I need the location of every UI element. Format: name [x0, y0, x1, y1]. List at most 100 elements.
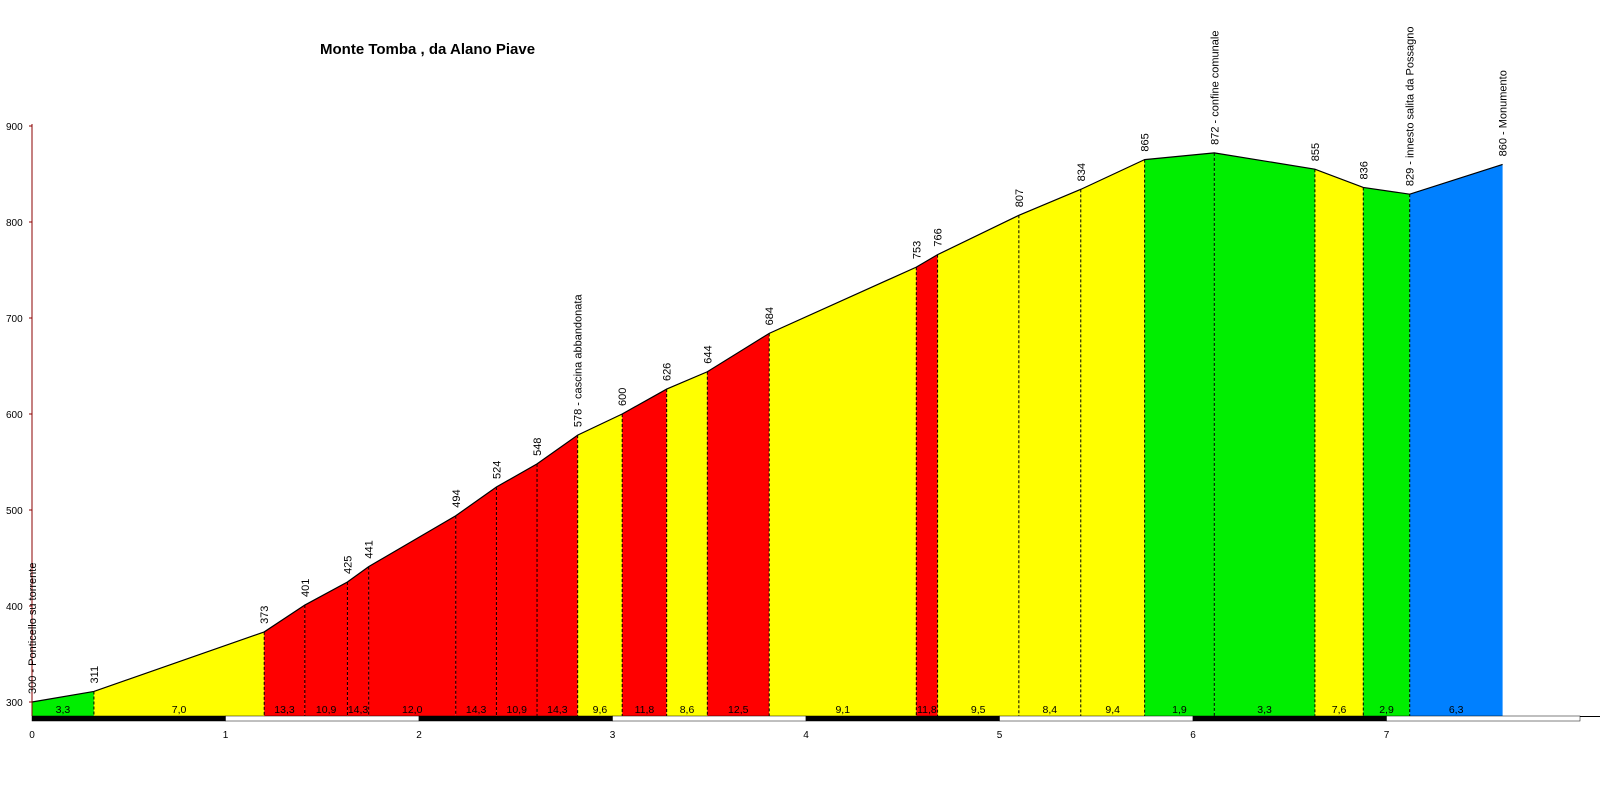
segment-fill [93, 631, 265, 716]
gradient-label: 9,4 [1105, 704, 1120, 716]
y-tick-label: 600 [6, 410, 23, 421]
gradient-label: 11,8 [635, 704, 655, 716]
x-tick-label: 0 [29, 730, 35, 741]
gradient-label: 12,0 [402, 704, 423, 716]
y-axis: 300 400 500 600 700 800 900 [6, 122, 33, 716]
gradient-label: 12,5 [728, 704, 749, 716]
gradient-label: 9,5 [971, 704, 986, 716]
segment-fill [707, 333, 770, 716]
segment-fill [496, 463, 538, 716]
segment-fill [937, 215, 1019, 716]
point-label: 401 [300, 579, 312, 597]
point-label: 865 [1140, 133, 1152, 151]
y-tick-label: 500 [6, 506, 23, 517]
segment-fills [32, 152, 1503, 717]
segment-fill [1018, 189, 1081, 717]
gradient-label: 11,8 [917, 704, 937, 716]
point-label: 855 [1310, 143, 1322, 161]
segment-fill [622, 389, 667, 716]
gradient-label: 8,6 [680, 704, 695, 716]
gradient-label: 8,4 [1043, 704, 1058, 716]
km-bar [418, 715, 613, 722]
gradient-label: 9,6 [593, 704, 608, 716]
point-label: 644 [702, 345, 714, 363]
point-label: 807 [1014, 189, 1026, 207]
segment-fill [1214, 152, 1315, 716]
y-tick-label: 400 [6, 602, 23, 613]
x-tick-label: 3 [610, 730, 616, 741]
point-label: 494 [451, 489, 463, 507]
segment-fill [577, 414, 623, 716]
gradient-label: 10,9 [316, 704, 337, 716]
point-label: 626 [662, 363, 674, 381]
gradient-label: 2,9 [1379, 704, 1394, 716]
gradient-label: 14,3 [466, 704, 487, 716]
chart-title: Monte Tomba , da Alano Piave [320, 41, 535, 58]
point-label: 766 [933, 228, 945, 246]
x-axis: 0 1 2 3 4 5 6 7 [29, 715, 1600, 741]
point-label: 578 - cascina abbandonata [573, 294, 585, 428]
segment-fill [347, 566, 369, 716]
km-bar [31, 715, 226, 722]
km-bar [1192, 715, 1387, 722]
x-tick-label: 5 [997, 730, 1003, 741]
point-label: 834 [1076, 163, 1088, 181]
gradient-label: 3,3 [56, 704, 71, 716]
y-tick-label: 700 [6, 314, 23, 325]
y-tick-label: 300 [6, 698, 23, 709]
segment-fill [264, 605, 305, 716]
segment-dividers [93, 152, 1411, 716]
point-label: 524 [491, 461, 503, 479]
x-tick-label: 7 [1384, 730, 1390, 741]
point-label: 600 [617, 388, 629, 406]
y-tick-label: 800 [6, 218, 23, 229]
km-bar [1386, 715, 1581, 722]
km-bar [225, 715, 420, 722]
point-label: 373 [259, 606, 271, 624]
point-label: 684 [764, 307, 776, 325]
point-label: 829 - innesto salita da Possagno [1405, 27, 1417, 187]
point-labels: 300 - Ponticello su torrente 311 373 401 425… [27, 27, 1510, 694]
gradient-label: 7,6 [1332, 704, 1347, 716]
segment-fill [537, 435, 578, 716]
gradient-label: 13,3 [274, 704, 295, 716]
segment-fill [1144, 152, 1215, 716]
km-bar [805, 715, 1000, 722]
point-label: 872 - confine comunale [1209, 31, 1221, 145]
gradient-label: 1,9 [1172, 704, 1187, 716]
point-label: 836 [1358, 161, 1370, 179]
gradient-label: 14,3 [547, 704, 568, 716]
x-tick-label: 4 [803, 730, 809, 741]
y-tick-label: 900 [6, 122, 23, 133]
km-bar [612, 715, 807, 722]
point-label: 300 - Ponticello su torrente [27, 563, 39, 694]
gradient-label: 6,3 [1449, 704, 1464, 716]
gradient-labels: 3,3 7,0 13,3 10,9 14,3 12,0 14,3 10,9 14,3 9,6 11,… [56, 704, 1464, 716]
segment-fill [1314, 169, 1364, 716]
gradient-label: 10,9 [506, 704, 527, 716]
point-label: 311 [89, 666, 101, 684]
gradient-label: 3,3 [1257, 704, 1272, 716]
point-label: 860 - Monumento [1498, 70, 1510, 156]
profile-polyline [31, 152, 1503, 703]
segment-fill [32, 691, 94, 716]
segment-fill [1409, 164, 1503, 716]
segment-fill [1363, 187, 1410, 716]
point-label: 425 [342, 556, 354, 574]
x-tick-label: 1 [223, 730, 229, 741]
x-tick-label: 2 [416, 730, 422, 741]
gradient-label: 7,0 [172, 704, 187, 716]
km-bar [999, 715, 1194, 722]
x-tick-label: 6 [1190, 730, 1196, 741]
segment-fill [916, 254, 938, 716]
segment-fill [666, 371, 708, 716]
profile-line [31, 152, 1503, 703]
segment-fill [769, 267, 917, 716]
point-label: 548 [532, 438, 544, 456]
gradient-label: 9,1 [835, 704, 850, 716]
segment-fill [455, 486, 497, 716]
gradient-label: 14,3 [348, 704, 369, 716]
segment-fill [1080, 159, 1145, 717]
point-label: 441 [364, 540, 376, 558]
